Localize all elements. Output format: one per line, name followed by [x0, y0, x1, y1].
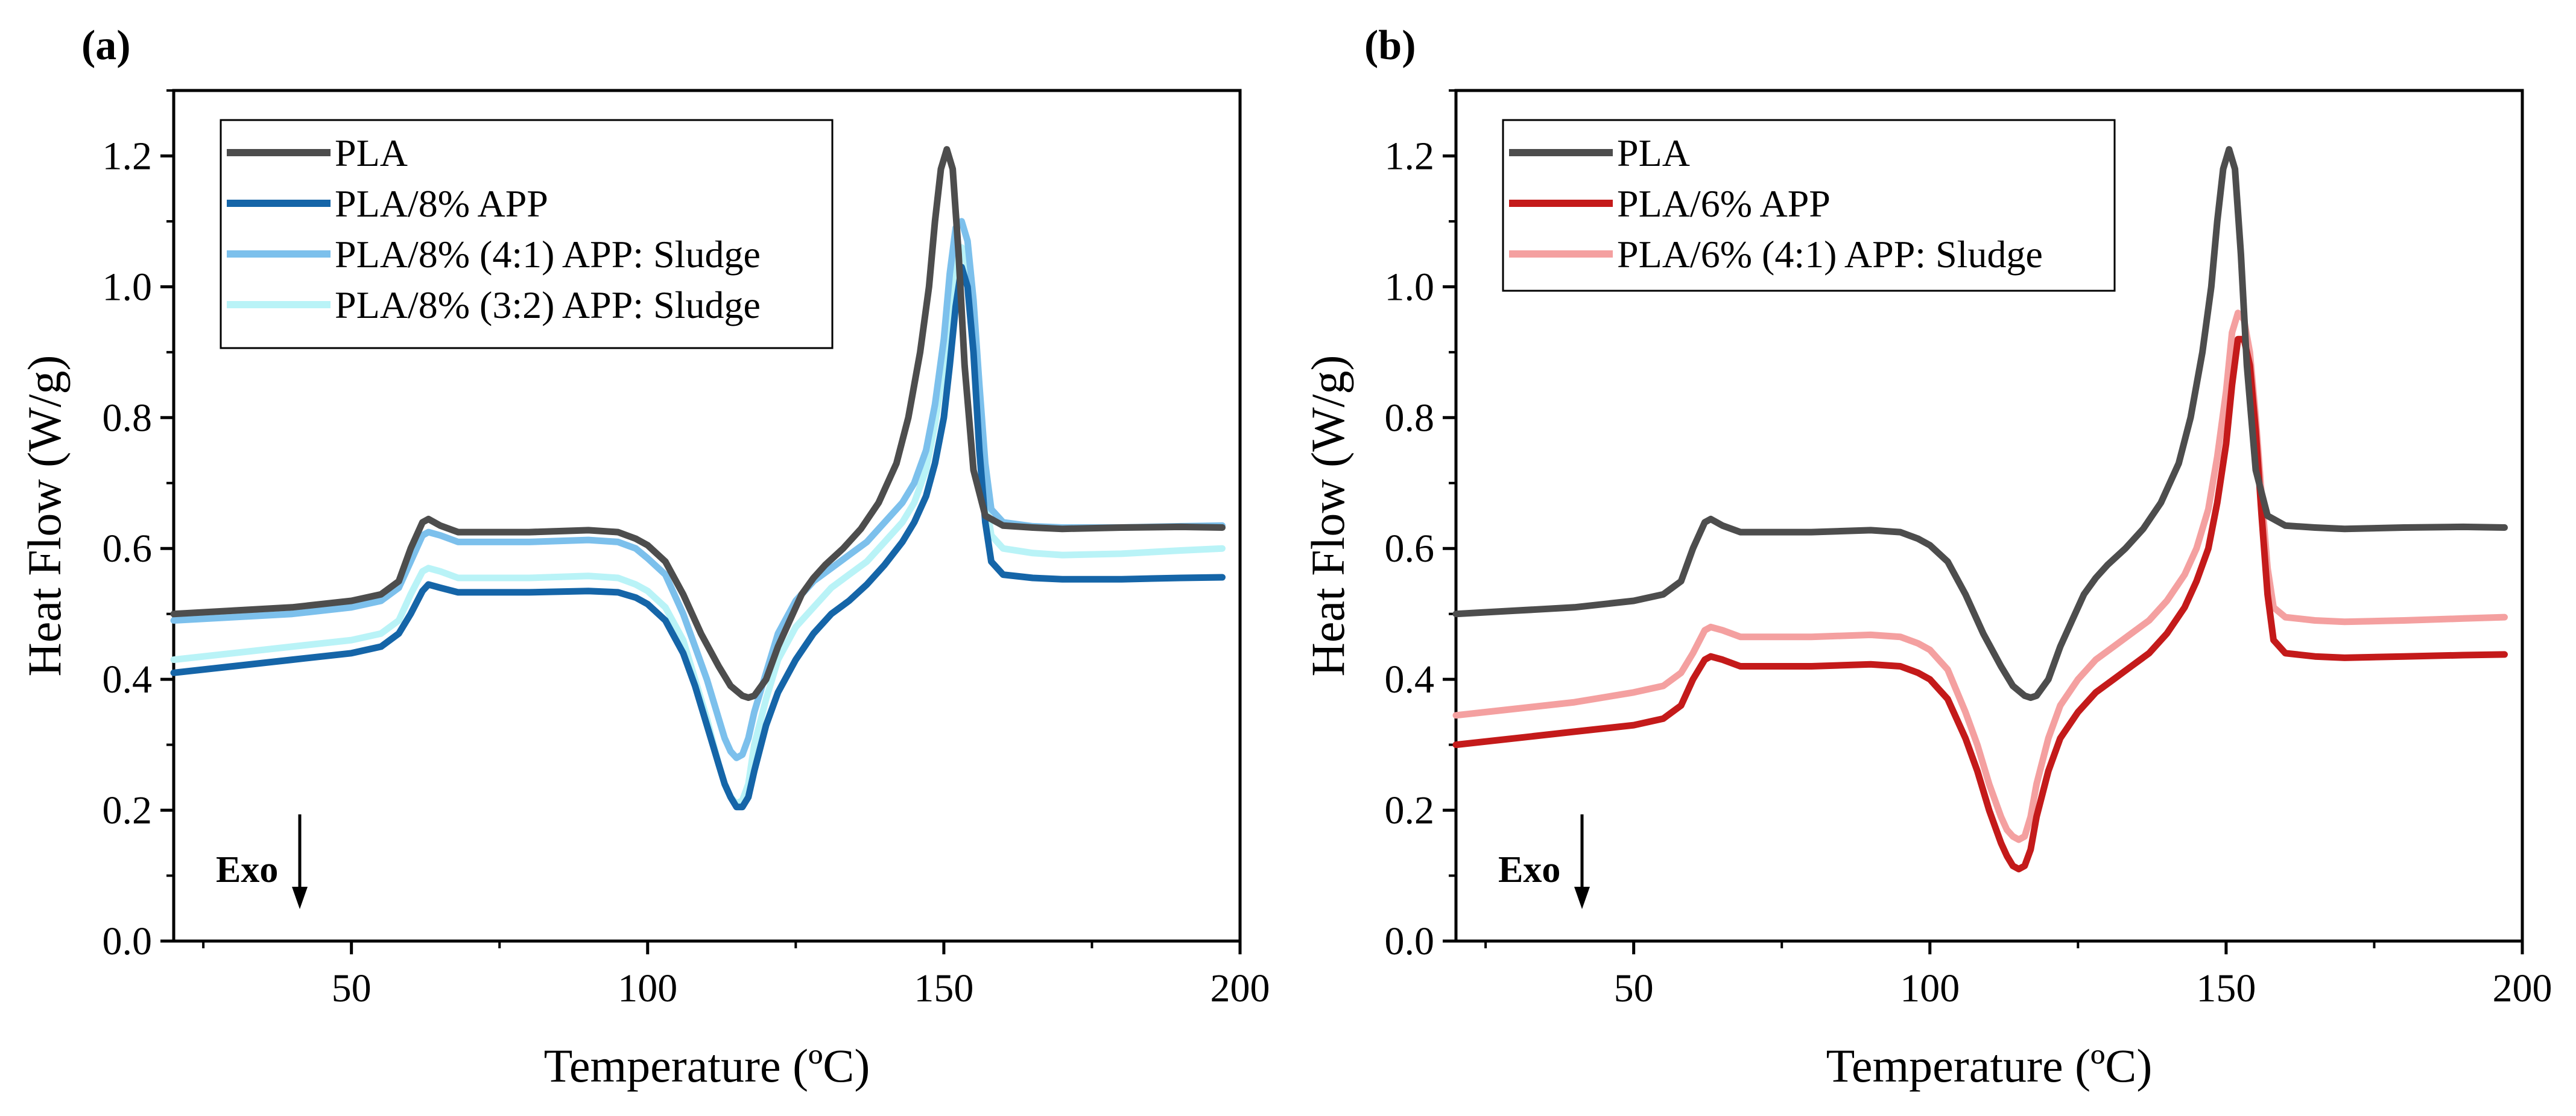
x-tick-label: 100 [1900, 966, 1960, 1010]
legend-label: PLA/6% (4:1) APP: Sludge [1617, 233, 2043, 276]
curves [170, 146, 1226, 811]
y-tick-label: 0.6 [103, 527, 153, 571]
y-tick-label: 1.0 [103, 265, 153, 309]
exo-annotation: Exo [1498, 849, 1560, 890]
y-tick-label: 0.6 [1385, 527, 1435, 571]
series-line [1452, 309, 2508, 843]
x-tick-label: 200 [2493, 966, 2552, 1010]
axis-ticks: 50 100 150 200 0.0 0.2 0.4 0.6 0.8 1.0 1.2 [103, 89, 1270, 1010]
series-line [170, 264, 1226, 811]
x-tick-label: 100 [618, 966, 677, 1010]
series-line [170, 146, 1226, 701]
x-tick-label: 150 [914, 966, 973, 1010]
y-tick-label: 0.4 [103, 658, 153, 702]
series-line [1452, 146, 2508, 701]
y-tick-label: 1.0 [1385, 265, 1435, 309]
x-tick-label: 150 [2196, 966, 2256, 1010]
panel-label: (b) [1364, 22, 1416, 69]
y-tick-label: 0.2 [1385, 788, 1435, 832]
series-line [170, 218, 1226, 761]
curves [1452, 146, 2508, 873]
exo-annotation: Exo [216, 849, 278, 890]
x-axis-label: Temperature (ºC) [1826, 1039, 2153, 1092]
panel-label: (a) [81, 22, 131, 69]
x-tick-label: 50 [1614, 966, 1654, 1010]
y-tick-label: 0.2 [103, 788, 153, 832]
plot-frame [1454, 89, 2524, 943]
y-tick-label: 1.2 [103, 134, 153, 178]
legend-label: PLA [335, 132, 408, 174]
exo-arrow [1574, 814, 1590, 909]
y-tick-label: 0.0 [103, 919, 153, 963]
y-tick-label: 1.2 [1385, 134, 1435, 178]
legend-label: PLA [1617, 132, 1690, 174]
legend: PLA PLA/8% APP PLA/8% (4:1) APP: Sludge … [220, 119, 834, 349]
y-tick-label: 0.4 [1385, 658, 1435, 702]
y-axis-label: Heat Flow (W/g) [18, 355, 71, 677]
y-tick-label: 0.0 [1385, 919, 1435, 963]
legend-label: PLA/8% (3:2) APP: Sludge [335, 284, 761, 326]
plot-frame [172, 89, 1242, 943]
panel-b: (b) 50 100 150 200 0.0 0.2 0.4 0.6 0.8 1.0 1.2 Tem… [1302, 22, 2552, 1092]
exo-arrow [292, 814, 308, 909]
y-tick-label: 0.8 [1385, 396, 1435, 440]
legend-label: PLA/6% APP [1617, 182, 1831, 225]
legend: PLA PLA/6% APP PLA/6% (4:1) APP: Sludge [1502, 119, 2116, 292]
y-tick-label: 0.8 [103, 396, 153, 440]
legend-label: PLA/8% (4:1) APP: Sludge [335, 233, 761, 276]
legend-label: PLA/8% APP [335, 182, 548, 225]
legend-box [220, 119, 834, 349]
x-tick-label: 50 [332, 966, 372, 1010]
panel-a: (a) 50 100 150 200 0.0 0.2 0.4 0.6 0.8 1.0 1.2 Tem… [18, 22, 1270, 1092]
x-tick-label: 200 [1210, 966, 1270, 1010]
x-axis-label: Temperature (ºC) [544, 1039, 870, 1092]
y-axis-label: Heat Flow (W/g) [1302, 355, 1354, 677]
axis-ticks: 50 100 150 200 0.0 0.2 0.4 0.6 0.8 1.0 1.2 [1385, 89, 2552, 1010]
